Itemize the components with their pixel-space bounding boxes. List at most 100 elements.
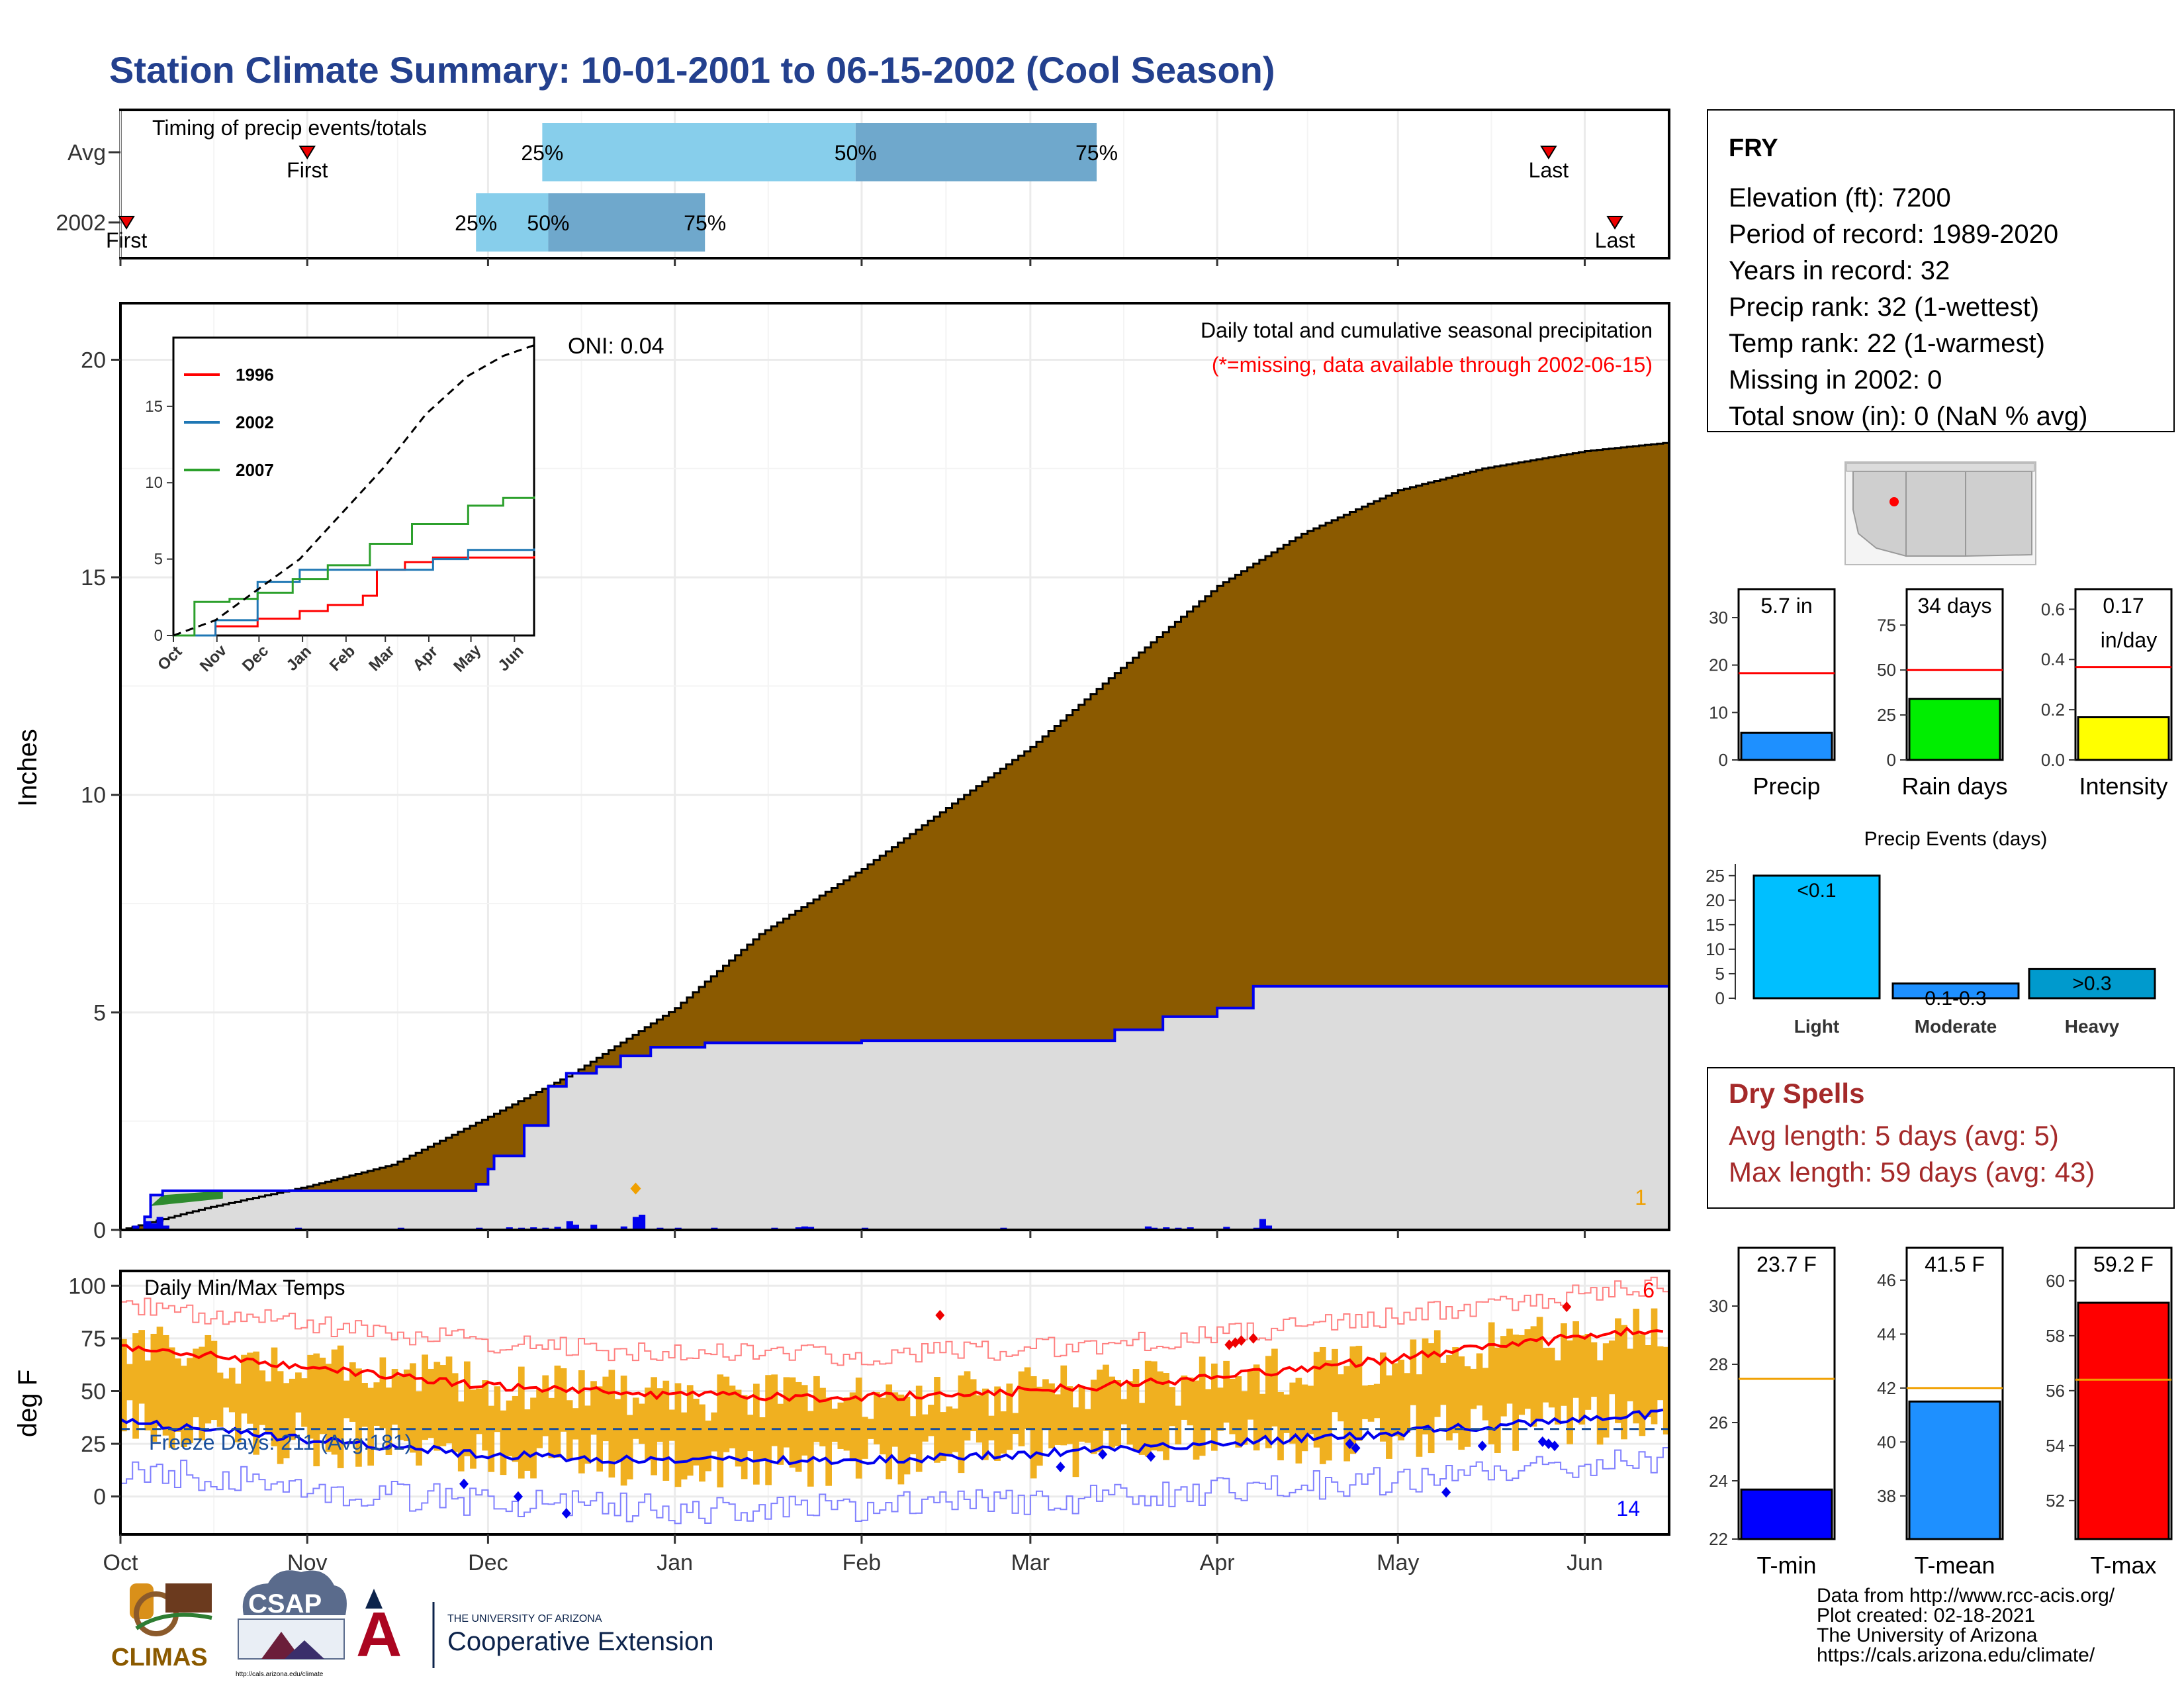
daily-precip-bar [144,1221,152,1230]
record-low-marker [1441,1487,1451,1498]
record-low-marker [1550,1440,1560,1452]
events-bar [1752,874,1881,1000]
summary-y-tick-label: 0.0 [2041,750,2065,770]
daily-temp-bar [187,1358,193,1443]
daily-temp-bar [494,1386,501,1432]
daily-temp-bar [1506,1329,1513,1404]
station-line: Precip rank: 32 (1-wettest) [1729,293,2039,322]
daily-temp-bar [1187,1377,1194,1426]
daily-temp-bar [422,1354,428,1440]
x-tick-label: Jan [657,1550,693,1575]
daily-temp-bar [1000,1411,1007,1454]
freeze-days-label: Freeze Days: 211 (Avg:181) [149,1430,412,1454]
daily-temp-bar [234,1383,242,1442]
precip-frame [119,302,1670,1231]
daily-temp-bar [692,1399,700,1466]
csap-wordmark: CSAP [248,1589,322,1618]
daily-temp-bar [337,1345,344,1468]
daily-temp-bar [1578,1335,1586,1425]
inset-legend-label: 1996 [236,365,274,385]
daily-temp-bar [277,1371,284,1464]
station-line: Period of record: 1989-2020 [1729,220,2058,249]
summary-y-tick-label: 0.2 [2041,700,2065,720]
average-cumulative-line [120,442,1670,1231]
daily-temp-bar [1482,1368,1489,1421]
events-category-label: Heavy [2065,1016,2120,1037]
quartile-label: 50% [835,141,877,165]
daily-precip-bar [1223,1227,1230,1230]
daily-temp-bar [247,1352,253,1424]
climas-wordmark: CLIMAS [111,1644,208,1671]
daily-temp-bar [723,1376,730,1452]
quartile-bar-25-50 [476,193,549,252]
daily-temp-bar [1338,1374,1344,1422]
daily-temp-bar [1567,1340,1573,1444]
average-min-line [120,1408,1664,1466]
summary-y-tick-label: 44 [1877,1324,1896,1344]
daily-temp-bar [1651,1308,1658,1425]
daily-temp-bar [729,1385,736,1448]
daily-temp-bar [952,1408,959,1452]
daily-temp-bar [909,1416,917,1454]
daily-precip-bar [554,1227,561,1230]
temp-panel: 0 25 50 75 100 deg F Daily Min/Max Temps Fre… [13,1230,1670,1575]
summary-y-tick-label: 54 [2046,1436,2065,1456]
events-y-tick-label: 0 [1715,988,1725,1008]
daily-temp-bar [789,1377,796,1468]
timing-title: Timing of precip events/totals [152,116,427,140]
daily-temp-bar [1657,1346,1664,1401]
daily-temp-bar [735,1389,742,1467]
daily-temp-bar [391,1369,398,1425]
daily-temp-bar [1169,1387,1175,1427]
daily-temp-bar [1157,1371,1163,1452]
daily-temp-bar [1458,1356,1465,1450]
daily-temp-bar [1132,1369,1140,1452]
y-tick-label: 0 [93,1218,106,1243]
summary-y-tick-label: 46 [1877,1270,1896,1290]
summary-y-tick-label: 0 [1887,750,1896,770]
daily-temp-bar [813,1376,820,1442]
daily-temp-bar [1524,1329,1531,1409]
daily-temp-bar [964,1371,971,1441]
daily-temp-bar [1126,1381,1134,1445]
daily-temp-bar [126,1364,133,1401]
daily-temp-bar [970,1379,977,1432]
daily-temp-bar [903,1396,911,1475]
daily-precip-bar [1265,1225,1273,1230]
events-y-tick-label: 15 [1706,915,1725,935]
y-tick-label: 20 [81,348,106,373]
daily-temp-bar [645,1387,651,1461]
daily-temp-bar [1398,1360,1404,1440]
daily-temp-bar [1078,1385,1085,1442]
daily-temp-bar [500,1410,507,1476]
daily-temp-bar [674,1383,682,1487]
daily-temp-bar [717,1374,724,1487]
daily-temp-bar [428,1368,435,1438]
daily-temp-bar [301,1378,308,1427]
daily-temp-bar [385,1387,392,1455]
daily-precip-bar [150,1223,158,1230]
daily-temp-bar [686,1385,694,1476]
daily-temp-bar [874,1392,880,1444]
daily-temp-bar [488,1405,495,1472]
daily-temp-bar [1373,1383,1381,1419]
csap-logo: CSAP http://cals.arizona.edu/climate [236,1570,347,1678]
footer-credits: Data from http://www.rcc-acis.org/ Plot … [1817,1585,2115,1666]
daily-temp-bar [1103,1364,1109,1431]
quartile-label: 25% [455,211,497,235]
daily-precip-bar [1144,1226,1152,1230]
summary-y-tick-label: 60 [2046,1271,2065,1291]
record-low-marker [1098,1449,1108,1460]
daily-temp-bar [1355,1346,1363,1441]
daily-temp-bar [1621,1325,1627,1440]
daily-temp-bar [891,1392,899,1447]
daily-temp-bar [699,1404,705,1482]
daily-temp-bar [289,1378,296,1440]
year-cumulative-area [120,982,1669,1230]
ua-big-text: Cooperative Extension [447,1627,713,1656]
daily-temp-bar [445,1356,453,1444]
daily-temp-bar [1217,1387,1224,1431]
timing-panel: Timing of precip events/totals Avg 2002 … [56,109,1670,266]
daily-temp-bar [1097,1370,1103,1452]
record-high-marker [935,1309,945,1321]
